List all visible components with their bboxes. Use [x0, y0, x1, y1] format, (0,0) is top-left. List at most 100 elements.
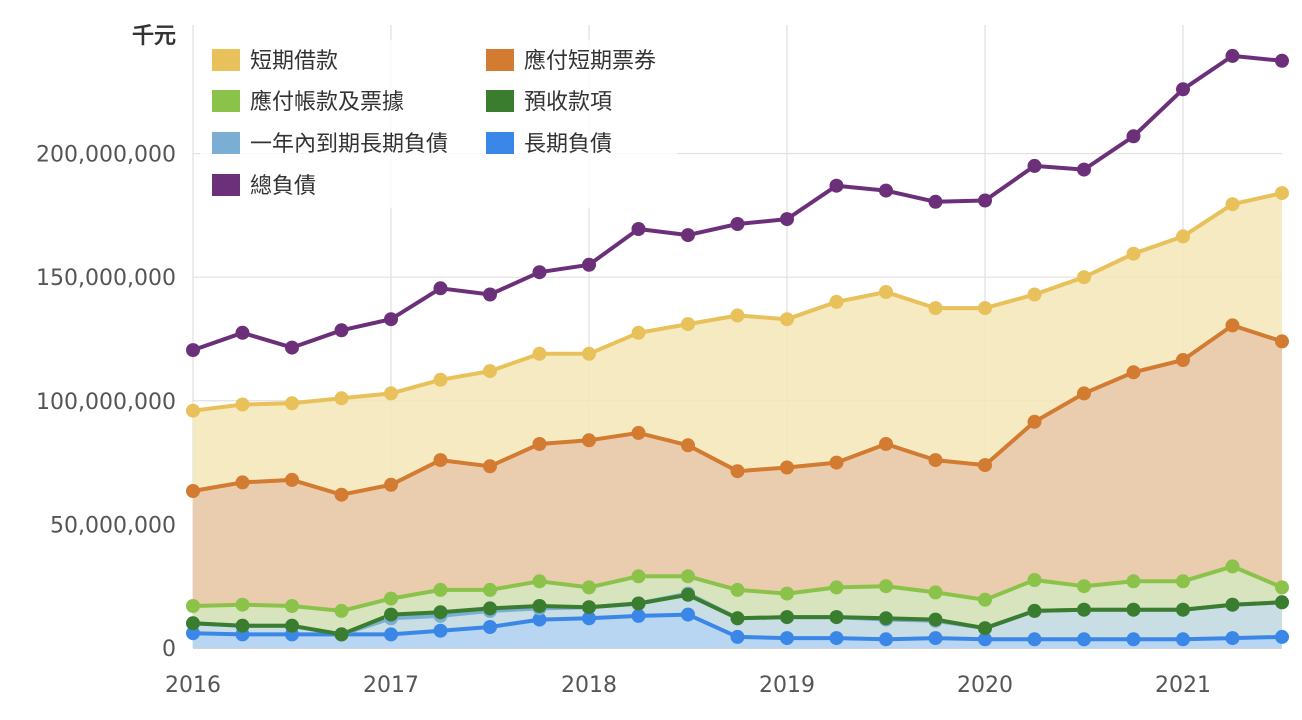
series-1-point[interactable]: [631, 425, 646, 440]
series-0-point[interactable]: [928, 301, 943, 316]
series-0-point[interactable]: [978, 301, 992, 316]
series-2-point[interactable]: [1176, 574, 1190, 589]
series-3-point[interactable]: [829, 610, 844, 625]
series-0-point[interactable]: [334, 391, 349, 406]
series-1-point[interactable]: [433, 453, 448, 468]
series-0-point[interactable]: [235, 397, 250, 412]
series-0-point[interactable]: [384, 386, 398, 401]
series-3-point[interactable]: [334, 627, 349, 642]
legend-label[interactable]: 應付短期票券: [524, 48, 656, 74]
series-2-point[interactable]: [235, 597, 250, 612]
series-3-point[interactable]: [532, 599, 547, 613]
series-1-point[interactable]: [1275, 334, 1289, 349]
series-5-point[interactable]: [483, 620, 497, 634]
series-0-point[interactable]: [532, 346, 547, 361]
series-1-point[interactable]: [483, 459, 497, 474]
series-6-point[interactable]: [631, 222, 646, 236]
series-3-point[interactable]: [780, 610, 794, 625]
series-1-point[interactable]: [730, 464, 745, 479]
series-2-point[interactable]: [681, 569, 695, 584]
series-0-point[interactable]: [1176, 229, 1190, 244]
series-2-point[interactable]: [631, 569, 646, 584]
series-6-point[interactable]: [532, 265, 547, 280]
series-6-point[interactable]: [681, 228, 695, 243]
series-6-point[interactable]: [384, 312, 398, 327]
series-2-point[interactable]: [928, 585, 943, 600]
series-0-point[interactable]: [730, 308, 745, 323]
series-0-point[interactable]: [483, 364, 497, 379]
series-3-point[interactable]: [928, 612, 943, 627]
series-2-point[interactable]: [1126, 574, 1141, 589]
series-6-point[interactable]: [1225, 48, 1240, 63]
series-6-point[interactable]: [186, 343, 200, 358]
series-3-point[interactable]: [1126, 602, 1141, 617]
series-3-point[interactable]: [1225, 597, 1240, 612]
series-1-point[interactable]: [186, 484, 200, 498]
series-3-point[interactable]: [582, 600, 596, 615]
series-6-point[interactable]: [334, 323, 349, 338]
series-2-point[interactable]: [532, 574, 547, 589]
series-5-point[interactable]: [1126, 632, 1141, 647]
series-5-point[interactable]: [829, 631, 844, 646]
series-1-point[interactable]: [1077, 386, 1091, 401]
series-5-point[interactable]: [631, 608, 646, 623]
series-1-point[interactable]: [829, 455, 844, 470]
series-3-point[interactable]: [978, 621, 992, 636]
series-2-point[interactable]: [582, 580, 596, 595]
series-3-point[interactable]: [483, 601, 497, 616]
series-3-point[interactable]: [235, 618, 250, 633]
series-3-point[interactable]: [1027, 603, 1042, 618]
series-0-point[interactable]: [631, 325, 646, 340]
series-6-point[interactable]: [1126, 129, 1141, 144]
series-6-point[interactable]: [582, 257, 596, 272]
series-6-point[interactable]: [928, 194, 943, 209]
series-1-point[interactable]: [334, 487, 349, 502]
series-6-point[interactable]: [1275, 53, 1289, 68]
series-5-point[interactable]: [780, 631, 794, 646]
series-5-point[interactable]: [879, 632, 893, 647]
series-3-point[interactable]: [879, 611, 893, 626]
series-1-point[interactable]: [681, 438, 695, 453]
series-5-point[interactable]: [928, 631, 943, 646]
series-2-point[interactable]: [879, 579, 893, 594]
legend-label[interactable]: 一年內到期長期負債: [250, 132, 448, 157]
series-5-point[interactable]: [1275, 629, 1289, 644]
series-1-point[interactable]: [235, 475, 250, 490]
series-1-point[interactable]: [780, 460, 794, 475]
series-2-point[interactable]: [483, 582, 497, 597]
series-1-point[interactable]: [285, 472, 299, 487]
series-5-point[interactable]: [186, 626, 200, 641]
series-1-point[interactable]: [928, 453, 943, 468]
series-6-point[interactable]: [1176, 82, 1190, 97]
series-5-point[interactable]: [681, 607, 695, 622]
series-2-point[interactable]: [1275, 580, 1289, 595]
series-3-point[interactable]: [384, 607, 398, 622]
series-5-point[interactable]: [1225, 631, 1240, 646]
series-6-point[interactable]: [978, 193, 992, 208]
series-5-point[interactable]: [1077, 632, 1091, 647]
series-1-point[interactable]: [582, 433, 596, 448]
series-0-point[interactable]: [186, 403, 200, 418]
series-5-point[interactable]: [433, 623, 448, 638]
series-0-point[interactable]: [879, 285, 893, 299]
series-5-point[interactable]: [978, 632, 992, 647]
series-0-point[interactable]: [1077, 270, 1091, 285]
series-5-point[interactable]: [730, 629, 745, 644]
series-6-point[interactable]: [1077, 162, 1091, 177]
series-1-point[interactable]: [1027, 414, 1042, 429]
series-3-point[interactable]: [285, 618, 299, 633]
series-5-point[interactable]: [532, 612, 547, 627]
series-3-point[interactable]: [730, 611, 745, 626]
series-3-point[interactable]: [681, 587, 695, 602]
series-6-point[interactable]: [1027, 158, 1042, 173]
legend-label[interactable]: 預收款項: [524, 90, 612, 115]
series-2-point[interactable]: [780, 586, 794, 601]
series-3-point[interactable]: [186, 616, 200, 631]
series-1-point[interactable]: [532, 437, 547, 451]
legend-label[interactable]: 總負債: [250, 174, 316, 199]
series-1-point[interactable]: [1126, 365, 1141, 380]
series-0-point[interactable]: [433, 372, 448, 387]
series-1-point[interactable]: [1225, 318, 1240, 333]
series-6-point[interactable]: [235, 325, 250, 340]
series-6-point[interactable]: [780, 212, 794, 227]
